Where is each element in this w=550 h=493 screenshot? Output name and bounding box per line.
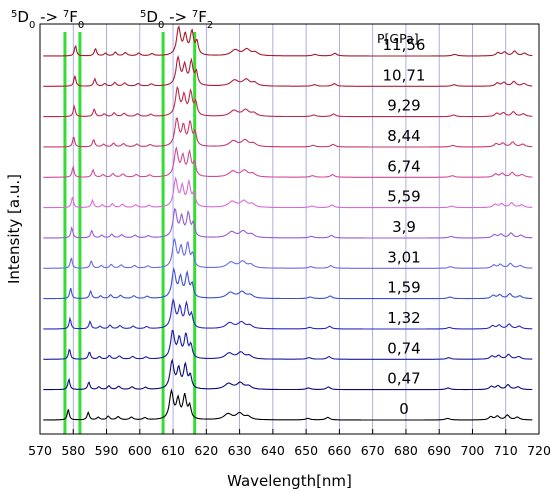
x-tick-label: 650 [294,443,318,458]
spectrum-line [43,388,533,421]
pressure-label: 8,44 [387,127,420,145]
spectrum-line [43,207,533,239]
x-tick-label: 640 [261,443,285,458]
pressure-label: 0,47 [387,370,420,388]
x-tick-label: 660 [327,443,351,458]
pressure-label: 1,32 [387,309,420,327]
x-tick-label: 720 [527,443,550,458]
x-tick-label: 700 [461,443,485,458]
x-tick-label: 670 [361,443,385,458]
spectrum-line [43,54,533,87]
pressure-label: 0,74 [387,339,420,357]
x-tick-label: 630 [228,443,252,458]
spectrum-line [43,266,533,300]
x-tick-label: 610 [161,443,185,458]
pressure-label: 6,74 [387,157,420,175]
spectrum-line [43,358,533,391]
x-axis-ticks: 570 580 590 600 610 620 630 640 650 660 670 680 690 7… [28,429,550,458]
x-tick-label: 600 [128,443,152,458]
pressure-label: 0 [399,400,409,418]
pressure-label: 9,29 [387,97,420,115]
pressure-labels: 0 0,47 0,74 1,32 1,59 3,01 3,9 5,59 6,74 8,44 9,29… [383,36,426,418]
transition-marker-lines [63,32,197,434]
x-tick-label: 710 [494,443,518,458]
legend-title: P[GPa] [377,31,419,46]
transition-label-7f2: 5D0 -> 7F2 [140,8,213,31]
spectrum-line [43,329,533,360]
spectrum-line [43,146,533,178]
x-tick-label: 570 [28,443,52,458]
spectra-series [43,25,533,421]
pressure-label: 10,71 [383,66,426,84]
pressure-label: 1,59 [387,279,420,297]
pressure-label: 3,9 [392,218,416,236]
plot-frame [39,23,540,435]
x-tick-label: 680 [394,443,418,458]
grid-lines [72,24,507,434]
spectrum-line [43,117,533,148]
spectrum-line [43,25,533,57]
pressure-label: 5,59 [387,188,420,206]
y-axis-title: Intensity [a.u.] [5,174,23,284]
x-tick-label: 580 [61,443,85,458]
x-tick-label: 620 [194,443,218,458]
pressure-label: 11,56 [383,36,426,54]
pressure-label: 3,01 [387,248,420,266]
spectrum-line [43,237,533,269]
transition-label-7f0: 5D0 -> 7F0 [11,8,84,31]
spectrum-line [43,176,533,209]
x-tick-label: 590 [95,443,119,458]
x-axis-title: Wavelength[nm] [227,472,352,490]
spectrum-line [43,85,533,118]
spectrum-line [43,297,533,330]
x-tick-label: 690 [427,443,451,458]
